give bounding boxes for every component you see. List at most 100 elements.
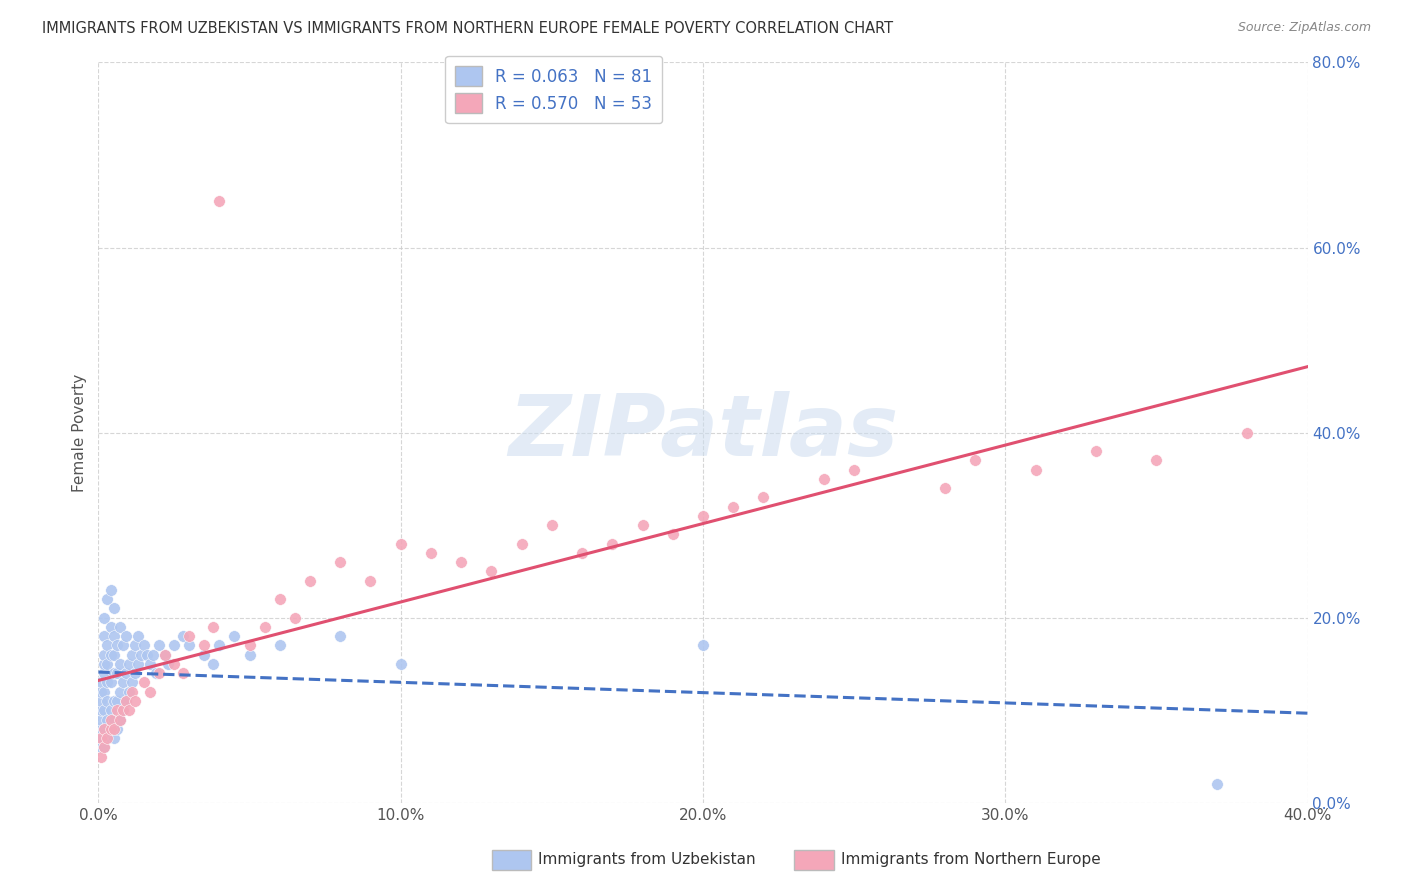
- Point: [96, 731, 118, 745]
- Y-axis label: Female Poverty: Female Poverty: [72, 374, 87, 491]
- Point: [172, 666, 194, 681]
- Point: [100, 675, 122, 690]
- Point: [121, 648, 143, 662]
- Point: [108, 713, 131, 727]
- Point: [124, 639, 146, 653]
- Point: [103, 629, 125, 643]
- Point: [93, 648, 115, 662]
- Point: [129, 648, 152, 662]
- Point: [111, 675, 134, 690]
- Point: [239, 639, 262, 653]
- Point: [90, 703, 112, 717]
- Point: [121, 685, 143, 699]
- Point: [90, 685, 112, 699]
- Point: [284, 610, 307, 624]
- Point: [965, 453, 987, 467]
- Point: [103, 666, 125, 681]
- Point: [124, 666, 146, 681]
- Point: [510, 536, 533, 550]
- Point: [1144, 453, 1167, 467]
- Point: [135, 648, 157, 662]
- Point: [239, 648, 262, 662]
- Point: [121, 675, 143, 690]
- Point: [93, 703, 115, 717]
- Point: [111, 703, 134, 717]
- Point: [108, 657, 131, 671]
- Point: [114, 666, 136, 681]
- Point: [127, 657, 149, 671]
- Point: [389, 657, 412, 671]
- Point: [114, 694, 136, 708]
- Point: [142, 648, 165, 662]
- Point: [208, 194, 231, 209]
- Point: [108, 713, 131, 727]
- Point: [103, 713, 125, 727]
- Point: [1206, 777, 1229, 791]
- Point: [389, 536, 412, 550]
- Point: [90, 740, 112, 755]
- Point: [103, 731, 125, 745]
- Point: [105, 694, 128, 708]
- Point: [96, 592, 118, 607]
- Point: [224, 629, 246, 643]
- Point: [253, 620, 276, 634]
- Point: [103, 648, 125, 662]
- Point: [93, 685, 115, 699]
- Point: [148, 666, 170, 681]
- Point: [148, 639, 170, 653]
- Point: [100, 713, 122, 727]
- Point: [269, 592, 291, 607]
- Point: [93, 629, 115, 643]
- Point: [202, 620, 225, 634]
- Point: [163, 657, 186, 671]
- Point: [105, 722, 128, 736]
- Point: [269, 639, 291, 653]
- Point: [360, 574, 382, 588]
- Point: [153, 648, 176, 662]
- Text: Immigrants from Uzbekistan: Immigrants from Uzbekistan: [538, 853, 756, 867]
- Point: [100, 620, 122, 634]
- Point: [132, 675, 155, 690]
- Point: [96, 675, 118, 690]
- Point: [844, 462, 866, 476]
- Point: [208, 639, 231, 653]
- Point: [93, 740, 115, 755]
- Point: [90, 731, 112, 745]
- Point: [105, 703, 128, 717]
- Point: [193, 639, 215, 653]
- Point: [450, 555, 472, 569]
- Point: [111, 703, 134, 717]
- Point: [661, 527, 683, 541]
- Point: [103, 722, 125, 736]
- Point: [752, 491, 775, 505]
- Point: [179, 629, 201, 643]
- Point: [127, 629, 149, 643]
- Point: [571, 546, 593, 560]
- Point: [105, 639, 128, 653]
- Point: [103, 601, 125, 615]
- Point: [93, 722, 115, 736]
- Point: [90, 713, 112, 727]
- Point: [163, 639, 186, 653]
- Point: [118, 685, 141, 699]
- Point: [481, 565, 503, 579]
- Point: [93, 657, 115, 671]
- Point: [96, 657, 118, 671]
- Point: [96, 694, 118, 708]
- Point: [723, 500, 745, 514]
- Point: [132, 639, 155, 653]
- Text: Immigrants from Northern Europe: Immigrants from Northern Europe: [841, 853, 1101, 867]
- Point: [96, 639, 118, 653]
- Point: [93, 666, 115, 681]
- Point: [631, 518, 654, 533]
- Point: [100, 703, 122, 717]
- Point: [90, 694, 112, 708]
- Point: [103, 694, 125, 708]
- Point: [108, 685, 131, 699]
- Point: [172, 629, 194, 643]
- Point: [1024, 462, 1046, 476]
- Point: [118, 703, 141, 717]
- Point: [96, 731, 118, 745]
- Point: [139, 657, 162, 671]
- Point: [692, 639, 714, 653]
